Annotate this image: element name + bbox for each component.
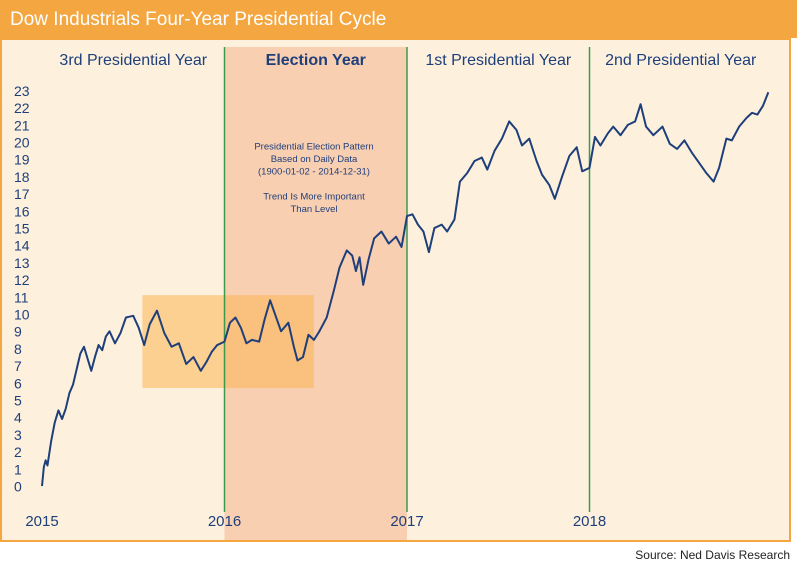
y-tick-label: 10 (14, 307, 30, 323)
annotation: Based on Daily Data (271, 154, 358, 165)
period-label: Election Year (266, 52, 366, 69)
y-tick-label: 15 (14, 221, 30, 237)
source: Source: Ned Davis Research (635, 548, 790, 562)
period-label: 2nd Presidential Year (605, 52, 757, 69)
highlight-box (142, 295, 314, 389)
header-bar (0, 0, 797, 38)
y-tick-label: 19 (14, 152, 30, 168)
y-tick-label: 4 (14, 410, 22, 426)
y-tick-label: 13 (14, 255, 30, 271)
y-tick-label: 11 (14, 289, 29, 305)
y-tick-label: 20 (14, 135, 30, 151)
y-tick-label: 5 (14, 393, 22, 409)
x-tick-label: 2018 (573, 513, 606, 530)
x-tick-label: 2017 (390, 513, 423, 530)
annotation: Than Level (290, 204, 337, 215)
period-label: 1st Presidential Year (425, 52, 572, 69)
x-tick-label: 2016 (208, 513, 241, 530)
x-tick-label: 2015 (25, 513, 58, 530)
y-tick-label: 14 (14, 238, 30, 254)
annotation: (1900-01-02 - 2014-12-31) (258, 167, 370, 178)
data-line (41, 91, 770, 487)
y-tick-label: 17 (14, 186, 30, 202)
period-label: 3rd Presidential Year (59, 52, 207, 69)
y-tick-label: 21 (14, 117, 30, 133)
y-tick-label: 12 (14, 272, 30, 288)
chart-title: Dow Industrials Four-Year Presidential C… (10, 9, 386, 30)
y-tick-label: 2 (14, 444, 22, 460)
y-tick-label: 6 (14, 375, 22, 391)
y-tick-label: 7 (14, 358, 22, 374)
annotation: Trend Is More Important (263, 192, 365, 203)
annotation: Presidential Election Pattern (254, 142, 373, 153)
y-tick-label: 22 (14, 100, 30, 116)
y-tick-label: 23 (14, 83, 30, 99)
period-shade (224, 47, 407, 540)
y-tick-label: 9 (14, 324, 22, 340)
y-tick-label: 18 (14, 169, 30, 185)
y-tick-label: 3 (14, 427, 22, 443)
y-tick-label: 0 (14, 479, 22, 495)
y-tick-label: 16 (14, 203, 30, 219)
y-tick-label: 8 (14, 341, 22, 357)
y-tick-label: 1 (14, 461, 22, 477)
